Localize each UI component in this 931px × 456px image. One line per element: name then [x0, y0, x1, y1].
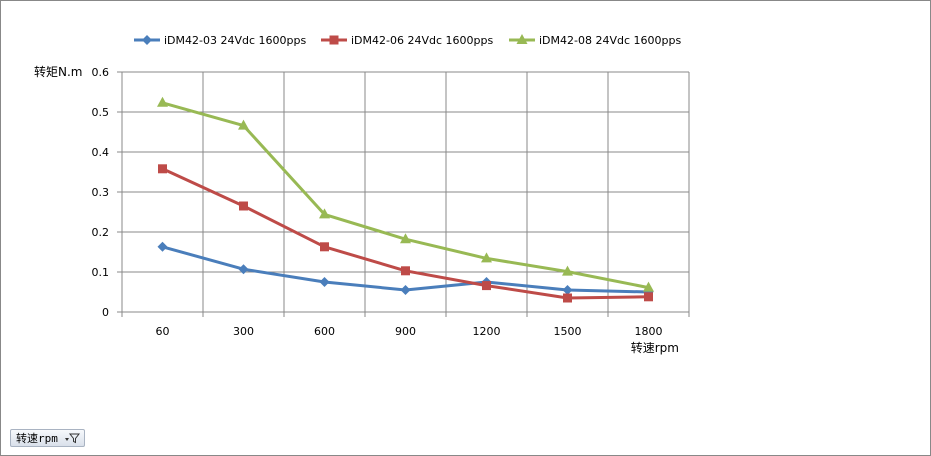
x-tick-label: 300: [233, 325, 254, 338]
legend-item: iDM42-08 24Vdc 1600pps: [509, 34, 681, 47]
y-tick-label: 0.2: [92, 226, 110, 239]
x-tick-label: 60: [156, 325, 170, 338]
series-3: [157, 96, 654, 292]
y-tick-label: 0: [102, 306, 109, 319]
data-point: [482, 281, 491, 291]
data-point: [319, 277, 330, 287]
field-filter-button[interactable]: 转速rpm: [10, 429, 85, 447]
data-point: [516, 34, 528, 44]
series-line: [161, 101, 650, 290]
legend-label: iDM42-03 24Vdc 1600pps: [164, 34, 306, 47]
data-point: [238, 119, 249, 130]
legend-label: iDM42-06 24Vdc 1600pps: [351, 34, 493, 47]
data-point: [157, 241, 168, 252]
data-point: [563, 293, 572, 303]
series-2: [158, 164, 653, 303]
data-point: [329, 35, 339, 45]
x-tick-label: 1800: [635, 325, 663, 338]
legend-item: iDM42-06 24Vdc 1600pps: [321, 34, 493, 47]
x-tick-label: 900: [395, 325, 416, 338]
y-tick-label: 0.4: [92, 146, 110, 159]
data-point: [481, 252, 492, 263]
filter-dropdown-icon: [64, 432, 80, 444]
data-point: [158, 164, 167, 174]
data-point: [401, 266, 410, 276]
data-point: [239, 201, 248, 211]
y-tick-label: 0.6: [92, 66, 110, 79]
x-tick-label: 600: [314, 325, 335, 338]
data-point: [157, 96, 168, 107]
data-point: [562, 265, 573, 276]
legend-label: iDM42-08 24Vdc 1600pps: [539, 34, 681, 47]
y-tick-label: 0.5: [92, 106, 110, 119]
data-point: [644, 292, 653, 302]
data-point: [400, 285, 411, 295]
field-button-label: 转速rpm: [16, 432, 58, 445]
data-point: [643, 281, 654, 292]
legend-item: iDM42-03 24Vdc 1600pps: [134, 34, 306, 47]
data-point: [320, 242, 329, 252]
x-tick-label: 1200: [473, 325, 501, 338]
data-point: [319, 208, 330, 219]
x-tick-label: 1500: [554, 325, 582, 338]
y-tick-label: 0.3: [92, 186, 110, 199]
y-axis-title: 转矩N.m: [34, 64, 82, 79]
data-point: [400, 233, 411, 244]
data-point: [238, 264, 249, 275]
y-tick-label: 0.1: [92, 266, 110, 279]
x-axis-title: 转速rpm: [631, 340, 679, 355]
data-point: [562, 285, 573, 295]
data-point: [142, 35, 152, 45]
